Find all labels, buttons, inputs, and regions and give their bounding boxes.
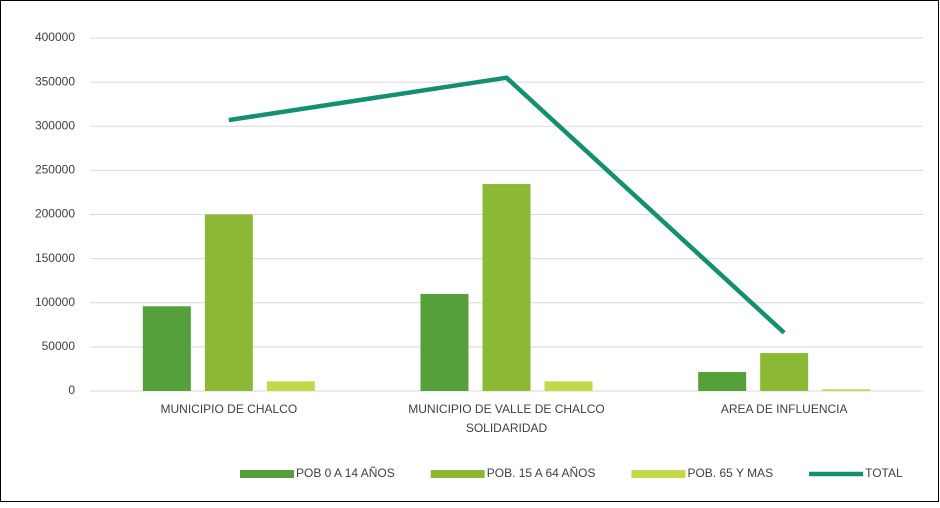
y-tick-label: 400000 [35, 30, 75, 44]
legend-swatch [430, 470, 485, 478]
x-tick-label-line: MUNICIPIO DE VALLE DE CHALCO [408, 402, 605, 416]
x-tick-label-line: SOLIDARIDAD [466, 421, 548, 435]
x-tick-label: MUNICIPIO DE CHALCO [160, 402, 297, 416]
y-tick-label: 100000 [35, 295, 75, 309]
legend-label: POB. 15 A 64 AÑOS [487, 466, 596, 480]
x-tick-label: AREA DE INFLUENCIA [721, 402, 848, 416]
y-tick-label: 350000 [35, 74, 75, 88]
x-tick-label: MUNICIPIO DE VALLE DE CHALCO SOLIDARIDAD [408, 402, 605, 435]
y-tick-label: 0 [68, 383, 75, 397]
bar [544, 381, 593, 391]
y-tick-label: 150000 [35, 251, 75, 265]
legend-label: POB 0 A 14 AÑOS [296, 466, 395, 480]
bar [142, 306, 191, 391]
legend-swatch [631, 470, 686, 478]
y-tick-label: 300000 [35, 118, 75, 132]
bar [204, 214, 253, 391]
y-tick-label: 200000 [35, 207, 75, 221]
bar [760, 353, 809, 391]
bar [266, 381, 315, 391]
legend-label: POB. 65 Y MAS [687, 466, 773, 480]
y-tick-label: 250000 [35, 163, 75, 177]
y-tick-label: 50000 [42, 339, 76, 353]
bar [420, 293, 469, 391]
bar [698, 372, 747, 391]
legend-swatch [240, 470, 294, 478]
line [228, 75, 786, 335]
bar [482, 184, 531, 391]
legend-label: TOTAL [865, 466, 903, 480]
bar [822, 389, 871, 391]
